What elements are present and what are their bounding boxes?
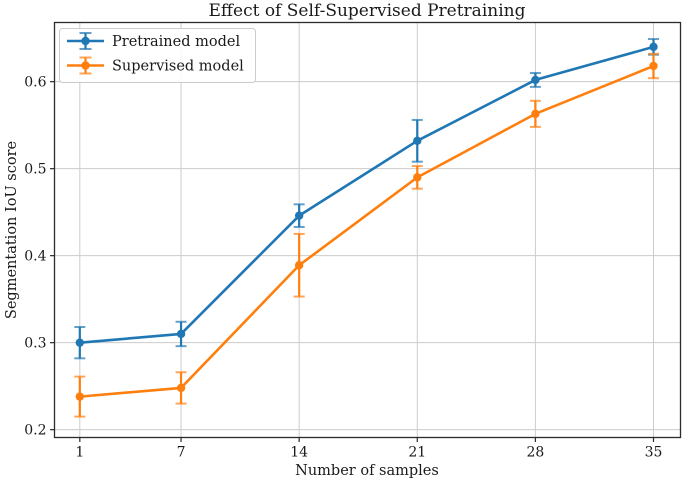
chart-title: Effect of Self-Supervised Pretraining bbox=[209, 1, 526, 21]
legend-label: Pretrained model bbox=[112, 34, 240, 50]
x-tick-label: 14 bbox=[290, 445, 308, 461]
series-pretrained-model bbox=[74, 38, 660, 360]
legend: Pretrained model Supervised model bbox=[59, 28, 256, 83]
data-point-marker bbox=[75, 338, 85, 347]
data-point-marker bbox=[176, 329, 186, 339]
legend-item: Pretrained model bbox=[67, 32, 240, 50]
data-point-marker bbox=[413, 136, 422, 146]
plot-border bbox=[53, 21, 682, 439]
data-point-marker bbox=[75, 392, 85, 401]
y-tick-label: 0.3 bbox=[24, 336, 46, 352]
series-line bbox=[79, 64, 654, 398]
data-point-marker bbox=[649, 61, 658, 71]
data-point-marker bbox=[413, 173, 422, 182]
x-tick-label: 35 bbox=[645, 445, 663, 461]
data-point-marker bbox=[531, 109, 540, 119]
x-tick-label: 7 bbox=[177, 445, 186, 461]
legend-box bbox=[59, 28, 256, 83]
legend-key-marker bbox=[81, 36, 90, 46]
data-point-marker bbox=[294, 211, 304, 220]
tick-labels: 1 7 14 21 28 35 0.2 0.3 0.4 0.5 0.6 bbox=[24, 75, 662, 461]
x-axis-label: Number of samples bbox=[295, 463, 439, 479]
series-supervised-model bbox=[74, 52, 660, 418]
data-point-marker bbox=[649, 42, 658, 52]
legend-item: Supervised model bbox=[67, 56, 244, 75]
x-tick-label: 28 bbox=[526, 445, 544, 461]
x-tick-label: 1 bbox=[75, 445, 84, 461]
series-line bbox=[79, 45, 654, 344]
x-tick-label: 21 bbox=[408, 445, 426, 461]
gridlines bbox=[54, 22, 681, 438]
y-tick-label: 0.4 bbox=[24, 249, 46, 265]
y-axis-label: Segmentation IoU score bbox=[4, 141, 20, 319]
legend-label: Supervised model bbox=[112, 59, 244, 75]
y-tick-label: 0.2 bbox=[24, 423, 46, 439]
legend-key-marker bbox=[81, 61, 90, 70]
axis-ticks bbox=[50, 81, 655, 442]
y-tick-label: 0.5 bbox=[24, 162, 46, 178]
data-point-marker bbox=[294, 261, 304, 270]
data-point-marker bbox=[176, 383, 186, 393]
y-tick-label: 0.6 bbox=[24, 75, 46, 91]
data-point-marker bbox=[531, 75, 540, 85]
